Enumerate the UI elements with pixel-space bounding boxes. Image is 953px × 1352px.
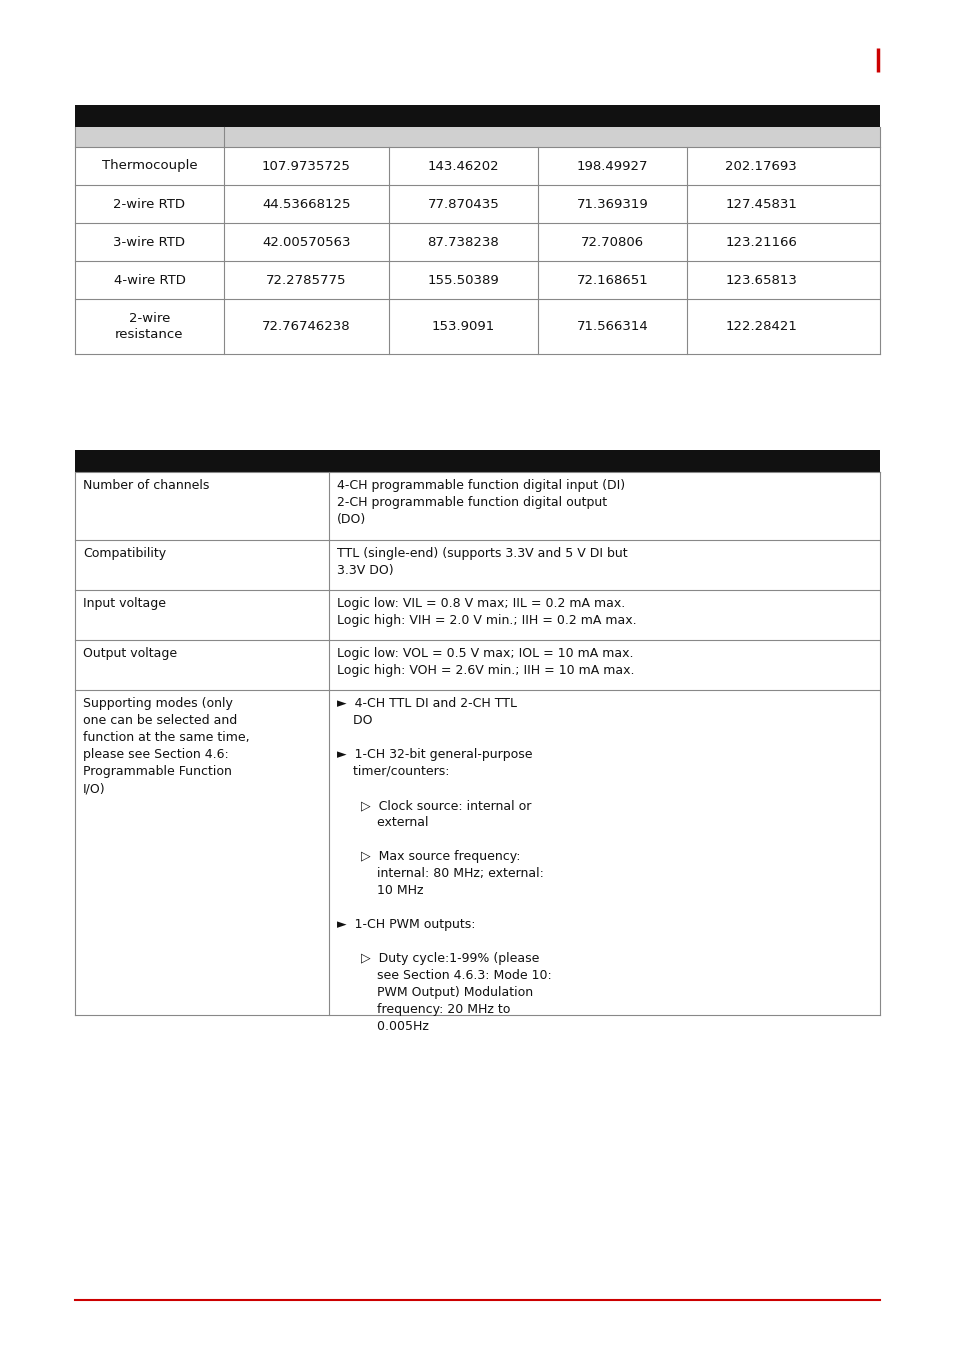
Text: 123.65813: 123.65813 (724, 273, 797, 287)
Text: 153.9091: 153.9091 (432, 320, 495, 333)
Text: 42.00570563: 42.00570563 (262, 235, 351, 249)
Text: 71.566314: 71.566314 (576, 320, 647, 333)
Text: 2-wire RTD: 2-wire RTD (113, 197, 185, 211)
Text: Compatibility: Compatibility (83, 548, 166, 560)
Text: 72.168651: 72.168651 (576, 273, 647, 287)
Text: 72.70806: 72.70806 (580, 235, 643, 249)
Text: 122.28421: 122.28421 (724, 320, 797, 333)
Text: 202.17693: 202.17693 (724, 160, 797, 173)
Text: 123.21166: 123.21166 (724, 235, 797, 249)
Text: 72.76746238: 72.76746238 (262, 320, 351, 333)
Bar (75, 690, 879, 1015)
Text: Thermocouple: Thermocouple (102, 160, 197, 173)
Text: 72.2785775: 72.2785775 (266, 273, 346, 287)
Text: Input voltage: Input voltage (83, 598, 166, 610)
Text: 2-wire
resistance: 2-wire resistance (115, 312, 184, 341)
Text: 77.870435: 77.870435 (427, 197, 498, 211)
Text: 3-wire RTD: 3-wire RTD (113, 235, 185, 249)
Text: 155.50389: 155.50389 (427, 273, 498, 287)
Text: Output voltage: Output voltage (83, 648, 177, 660)
Text: 198.49927: 198.49927 (576, 160, 647, 173)
Bar (75, 147, 879, 185)
Text: Logic low: VOL = 0.5 V max; IOL = 10 mA max.
Logic high: VOH = 2.6V min.; IIH = : Logic low: VOL = 0.5 V max; IOL = 10 mA … (336, 648, 634, 677)
Bar (75, 185, 879, 223)
Bar (75, 299, 879, 354)
Text: 107.9735725: 107.9735725 (262, 160, 351, 173)
Text: 71.369319: 71.369319 (576, 197, 647, 211)
Text: ►  4-CH TTL DI and 2-CH TTL
    DO

►  1-CH 32-bit general-purpose
    timer/cou: ► 4-CH TTL DI and 2-CH TTL DO ► 1-CH 32-… (336, 698, 551, 1033)
Text: 127.45831: 127.45831 (724, 197, 797, 211)
Text: 143.46202: 143.46202 (427, 160, 498, 173)
Bar (75, 127, 879, 147)
Bar (75, 223, 879, 261)
Bar (75, 472, 879, 539)
Bar (75, 639, 879, 690)
Text: 4-wire RTD: 4-wire RTD (113, 273, 185, 287)
Bar (75, 589, 879, 639)
Text: Logic low: VIL = 0.8 V max; IIL = 0.2 mA max.
Logic high: VIH = 2.0 V min.; IIH : Logic low: VIL = 0.8 V max; IIL = 0.2 mA… (336, 598, 636, 627)
Text: 4-CH programmable function digital input (DI)
2-CH programmable function digital: 4-CH programmable function digital input… (336, 479, 624, 526)
Bar (75, 450, 879, 472)
Text: TTL (single-end) (supports 3.3V and 5 V DI but
3.3V DO): TTL (single-end) (supports 3.3V and 5 V … (336, 548, 626, 577)
Text: 87.738238: 87.738238 (427, 235, 498, 249)
Text: Number of channels: Number of channels (83, 479, 209, 492)
Bar (75, 105, 879, 127)
Bar (75, 261, 879, 299)
Text: Supporting modes (only
one can be selected and
function at the same time,
please: Supporting modes (only one can be select… (83, 698, 250, 795)
Text: 44.53668125: 44.53668125 (262, 197, 351, 211)
Bar (75, 539, 879, 589)
